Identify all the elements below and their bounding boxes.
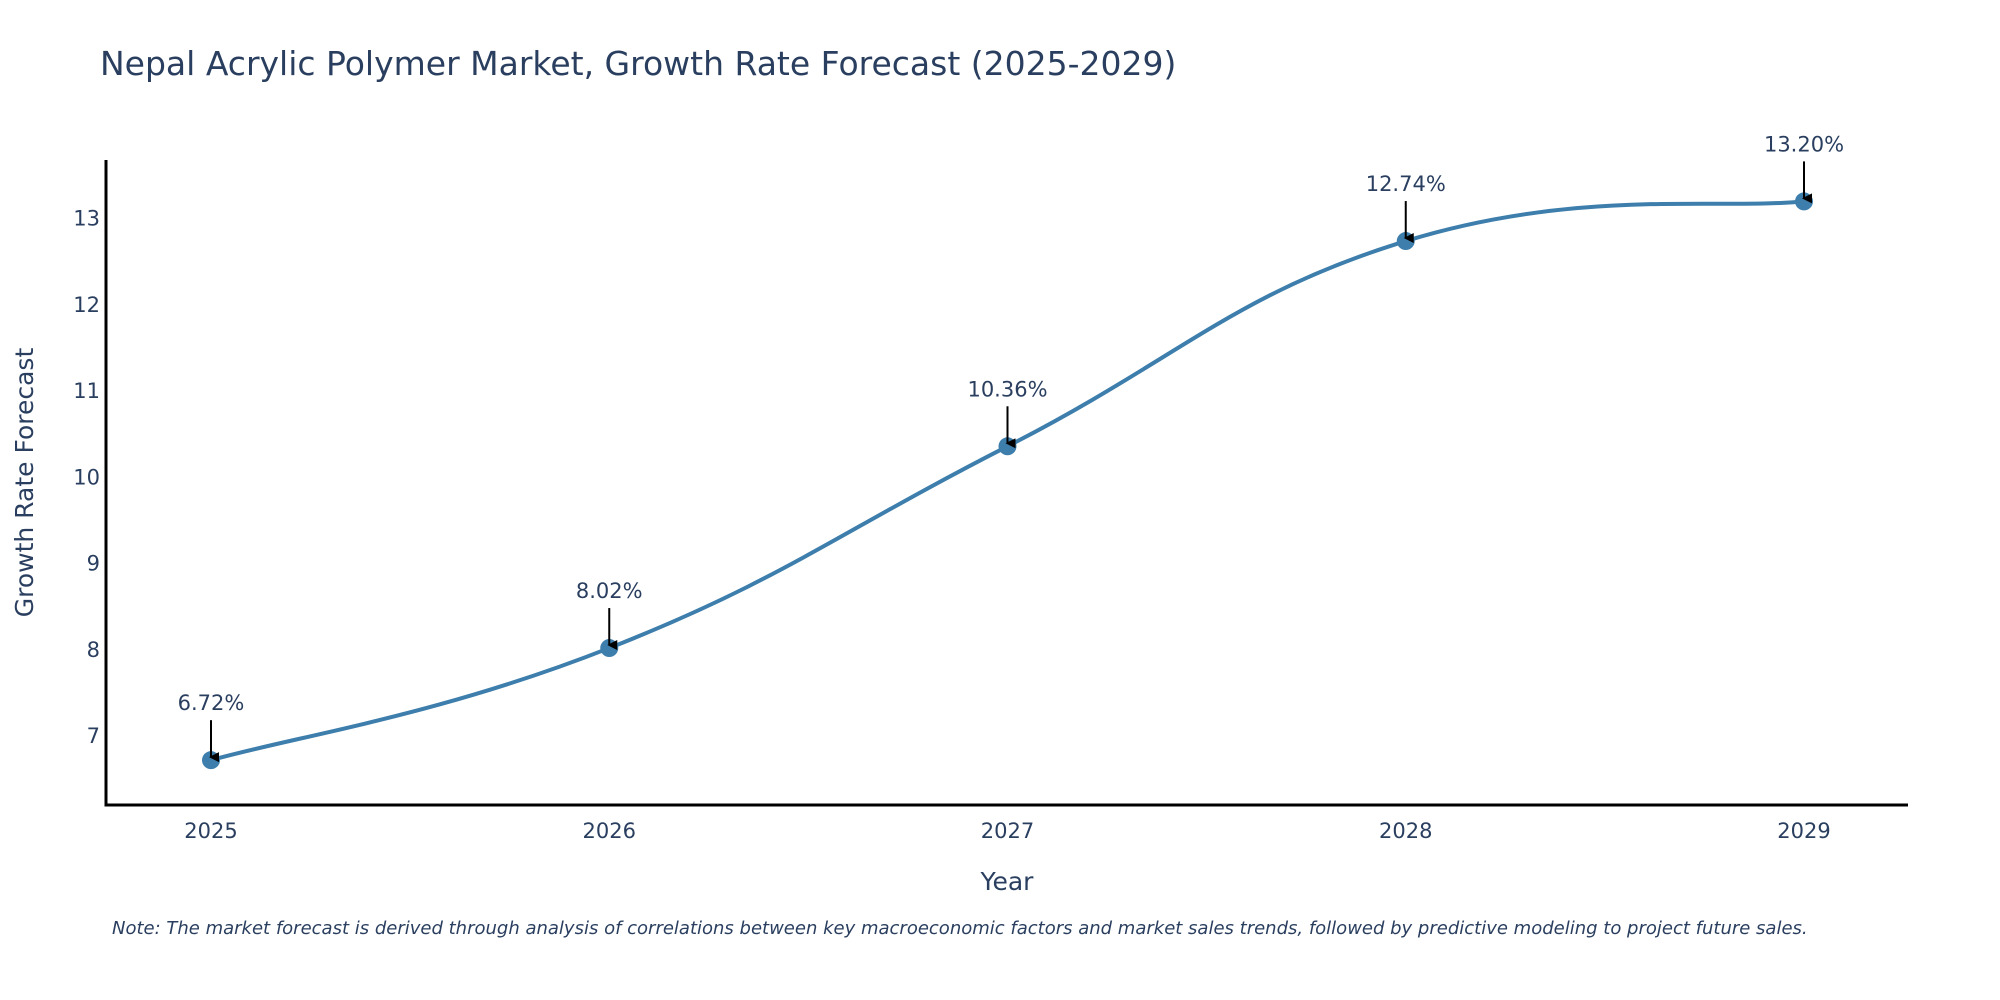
data-label: 6.72% (178, 691, 245, 715)
data-label: 10.36% (967, 377, 1047, 401)
y-tick-label: 8 (87, 638, 100, 662)
series-layer (202, 192, 1813, 770)
data-label: 8.02% (576, 579, 643, 603)
x-tick-label: 2025 (184, 819, 237, 843)
y-tick-label: 11 (73, 379, 100, 403)
axes-layer: 7 8 9 10 11 12 13 2025 2026 2027 2028 2029 Year Growt… (10, 160, 1908, 896)
y-tick-label: 7 (87, 724, 100, 748)
data-label: 13.20% (1764, 132, 1844, 156)
y-axis-title: Growth Rate Forecast (10, 348, 39, 618)
y-tick-label: 12 (73, 293, 100, 317)
chart-note: Note: The market forecast is derived thr… (112, 918, 1808, 939)
y-tick-label: 13 (73, 207, 100, 231)
x-axis-title: Year (980, 867, 1035, 896)
annotation-layer: 6.72% 8.02% 10.36% 12.74% 13.20% (178, 132, 1844, 763)
x-tick-label: 2029 (1777, 819, 1830, 843)
y-tick-label: 10 (73, 465, 100, 489)
x-tick-label: 2028 (1379, 819, 1432, 843)
x-tick-label: 2027 (981, 819, 1034, 843)
x-tick-label: 2026 (583, 819, 636, 843)
chart-title: Nepal Acrylic Polymer Market, Growth Rat… (100, 44, 1177, 83)
y-tick-label: 9 (87, 552, 100, 576)
series-line (210, 199, 1805, 763)
data-label: 12.74% (1366, 172, 1446, 196)
